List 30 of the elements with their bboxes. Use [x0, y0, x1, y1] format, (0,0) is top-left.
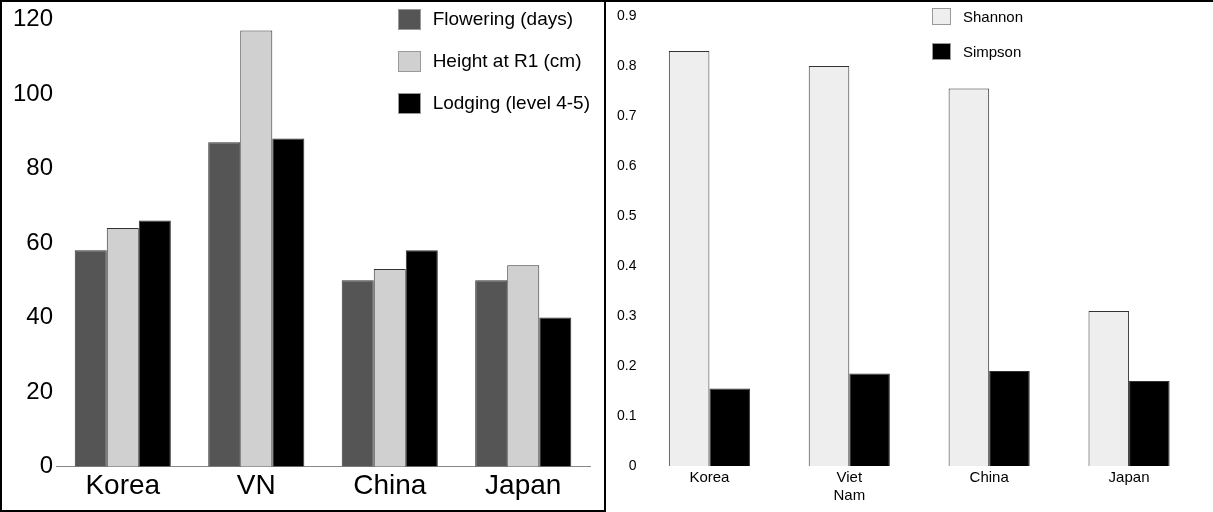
- legend-label: Height at R1 (cm): [432, 50, 582, 72]
- x-tick-label: China: [353, 468, 427, 500]
- y-tick-label: 0.5: [616, 206, 637, 223]
- y-tick-label: 40: [26, 302, 54, 330]
- x-tick-label: Korea: [85, 468, 161, 500]
- y-tick-label: 0: [628, 456, 637, 473]
- y-tick-label: 120: [13, 4, 54, 32]
- y-tick-label: 0.8: [616, 56, 637, 73]
- y-tick-label: 80: [26, 153, 54, 181]
- y-tick-label: 0.4: [616, 256, 637, 273]
- x-tick-label: Viet Nam: [833, 468, 866, 504]
- y-tick-label: 0.7: [616, 106, 637, 123]
- y-tick-label: 0.2: [616, 356, 637, 373]
- y-tick-label: 0.1: [616, 406, 637, 423]
- x-tick-label: Japan: [485, 468, 562, 500]
- legend-label: Flowering (days): [432, 8, 574, 30]
- legend-label: Lodging (level 4-5): [432, 92, 590, 114]
- x-tick-label: VN: [236, 468, 276, 500]
- legend-label: Simpson: [962, 43, 1022, 60]
- y-tick-label: 100: [13, 78, 54, 106]
- y-tick-label: 0.6: [616, 156, 637, 173]
- y-tick-label: 20: [26, 376, 54, 404]
- y-tick-label: 0: [39, 451, 54, 479]
- y-tick-label: 0.3: [616, 306, 637, 323]
- y-tick-label: 60: [26, 227, 54, 255]
- y-tick-label: 0.9: [616, 6, 637, 23]
- legend-label: Shannon: [962, 8, 1023, 25]
- x-tick-label: Korea: [689, 468, 731, 486]
- x-tick-label: Japan: [1108, 468, 1150, 486]
- x-tick-label: China: [969, 468, 1010, 486]
